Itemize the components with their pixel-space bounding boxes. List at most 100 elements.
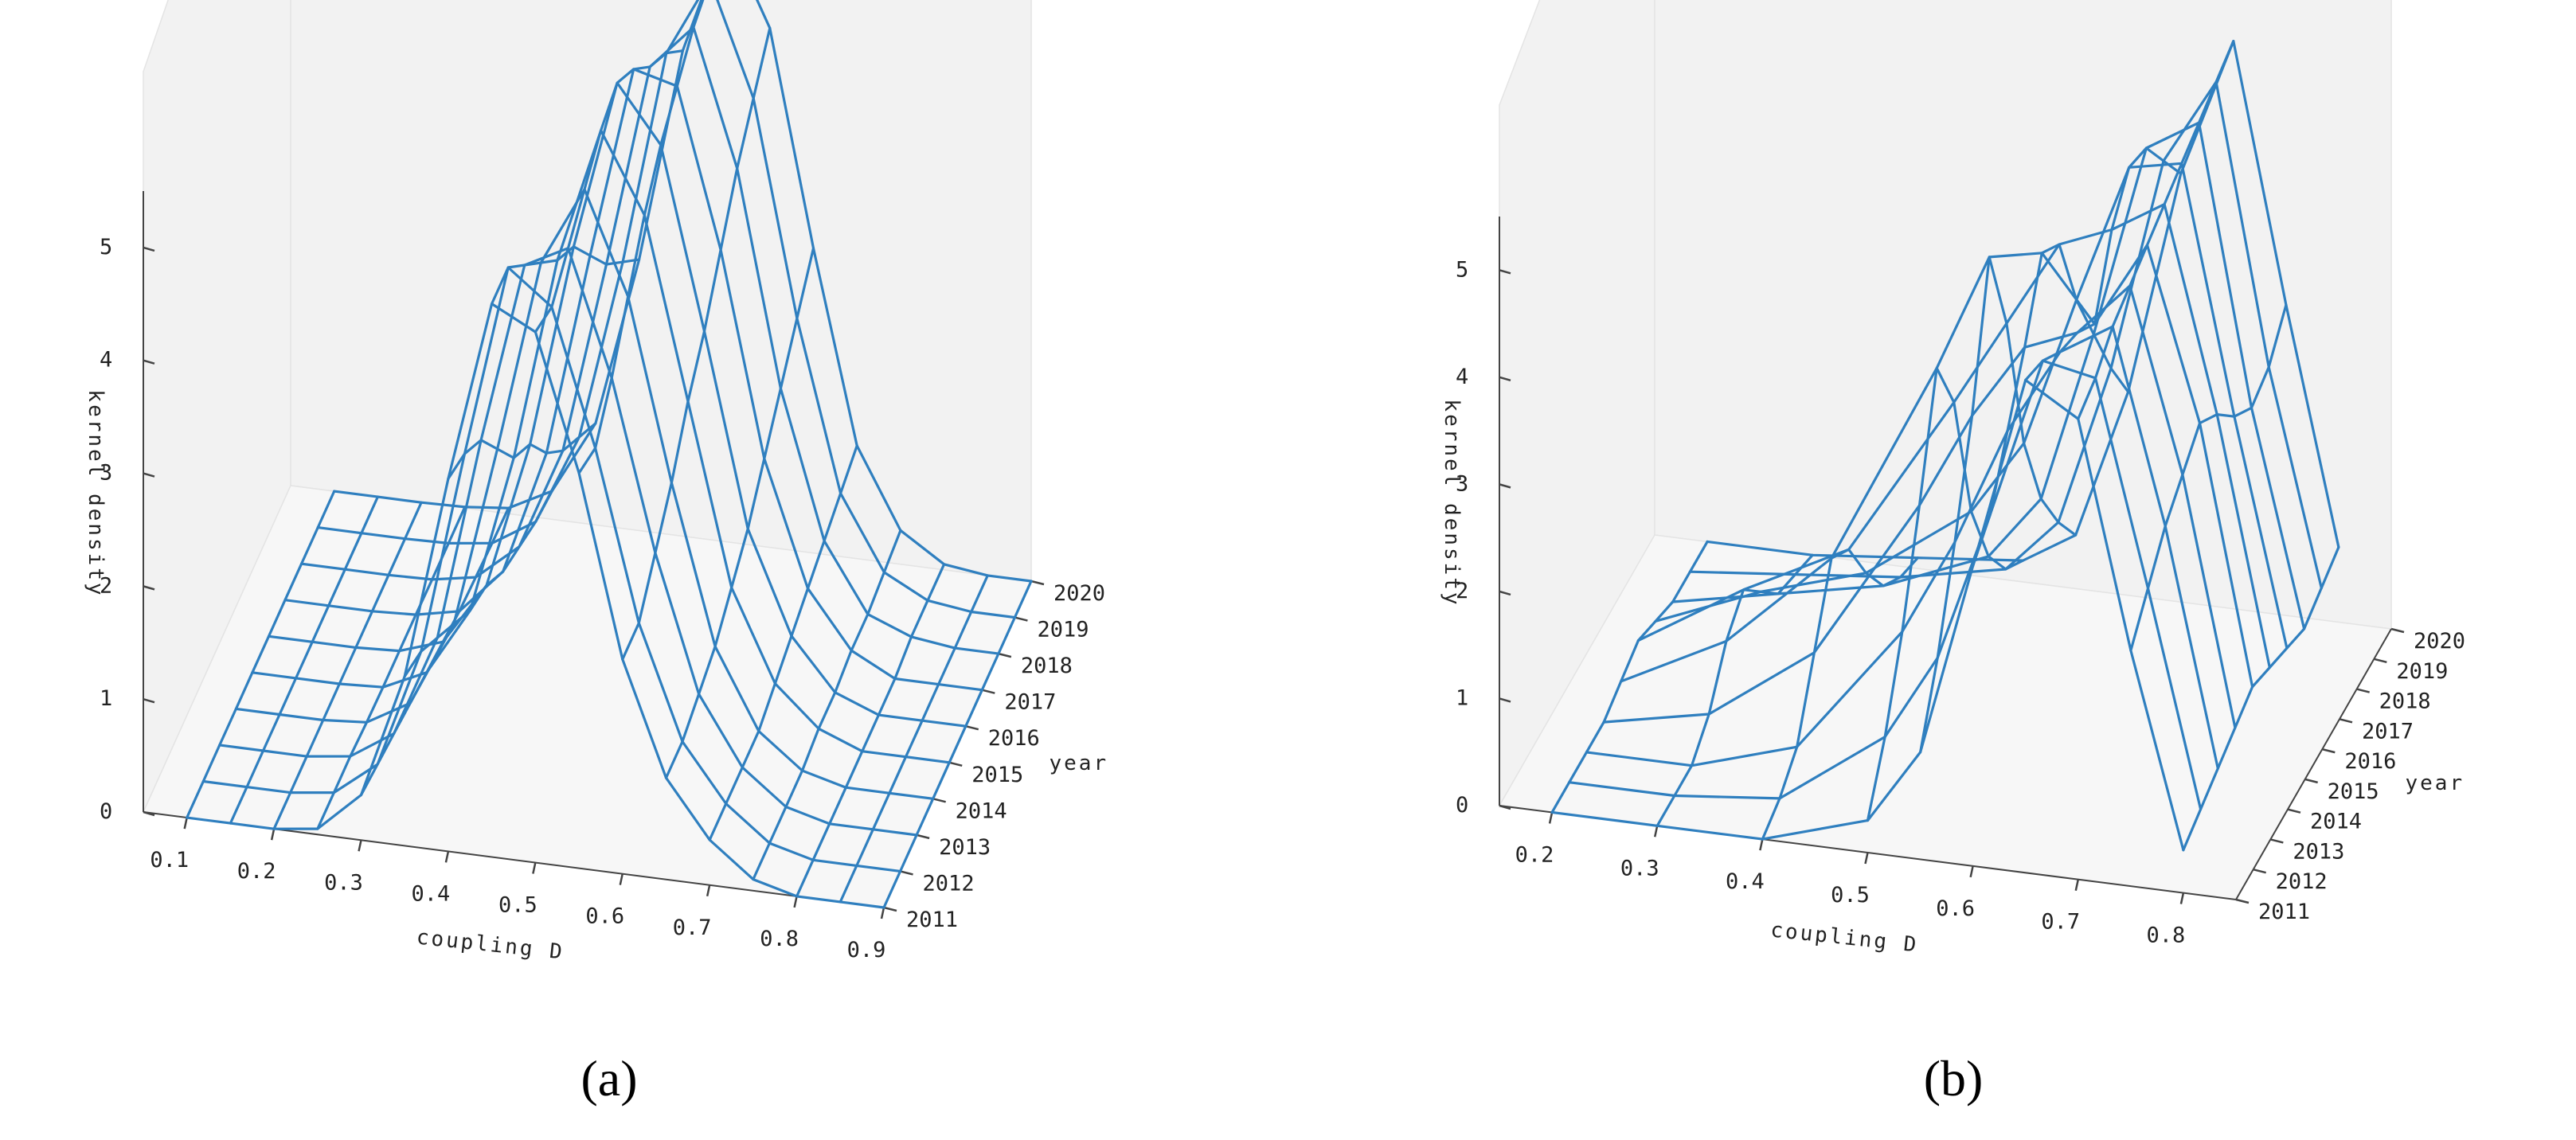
y-tick: [900, 870, 913, 876]
cross-line: [316, 506, 467, 830]
cross-line: [2182, 545, 2340, 852]
y-tick-label: 2020: [1053, 581, 1105, 606]
x-tick-label: 0.9: [847, 938, 886, 962]
x-tick: [1969, 865, 1974, 878]
y-tick-label: 2011: [2258, 900, 2310, 924]
z-tick-label: 0: [1456, 793, 1468, 818]
series-line-2018: [1671, 121, 2306, 631]
z-tick-label: 4: [1456, 365, 1468, 389]
x-tick-label: 0.7: [2041, 910, 2080, 935]
y-tick: [2356, 688, 2370, 693]
z-tick: [1499, 269, 1511, 275]
y-axis: 2011 2012 2013 2014 2015 2016 2017 2018 2019 2020: [2235, 627, 2465, 924]
z-tick: [1499, 697, 1511, 703]
cross-line: [838, 574, 989, 904]
x-tick-label: 0.5: [498, 893, 537, 918]
x-tick: [1864, 852, 1869, 865]
y-axis-title: year: [1050, 752, 1109, 775]
y-tick-label: 2013: [2293, 839, 2344, 864]
cross-line: [186, 490, 336, 819]
z-axis: 0 1 2 3 4 5: [1456, 257, 1511, 818]
cross-line: [2077, 39, 2235, 420]
z-tick-label: 3: [1456, 471, 1468, 496]
caption-b: (b): [1923, 1050, 1984, 1107]
x-tick: [270, 828, 276, 841]
x-tick: [444, 851, 450, 863]
x-tick: [358, 840, 362, 852]
z-tick-label: 2: [100, 573, 112, 598]
y-tick-label: 2016: [988, 726, 1040, 751]
y-tick: [2287, 808, 2301, 814]
z-tick-label: 2: [1456, 579, 1468, 603]
z-tick: [1499, 590, 1511, 596]
cross-line: [577, 0, 705, 474]
x-tick-label: 0.5: [1831, 883, 1870, 908]
x-axis: 0.1 0.2 0.3 0.4 0.5 0.6 0.7 0.8 0.9: [150, 817, 886, 962]
y-tick: [883, 906, 897, 912]
cross-line: [882, 580, 1033, 909]
z-tick-label: 5: [1456, 257, 1468, 282]
z-tick-label: 5: [100, 235, 112, 260]
cross-line: [2129, 303, 2288, 652]
z-tick-label: 1: [1456, 685, 1468, 710]
cross-line: [447, 422, 597, 481]
x-tick-label: 0.4: [1726, 869, 1765, 894]
y-tick: [916, 834, 930, 840]
y-tick-label: 2011: [906, 908, 958, 932]
y-tick-label: 2017: [2362, 719, 2414, 744]
cross-line: [2024, 146, 2183, 381]
cross-line: [272, 501, 423, 830]
y-tick-label: 2019: [2396, 659, 2448, 684]
series-line-2012: [1568, 359, 2203, 811]
y-tick: [2339, 718, 2353, 724]
y-tick: [2374, 658, 2387, 663]
z-tick: [1499, 376, 1511, 382]
x-tick: [619, 873, 623, 885]
y-tick: [2270, 838, 2284, 844]
x-tick: [706, 884, 711, 897]
caption-a: (a): [580, 1050, 638, 1107]
y-tick-label: 2016: [2344, 749, 2396, 774]
x-tick-label: 0.2: [237, 859, 276, 884]
x-axis-title: coupling D: [1769, 918, 1920, 957]
z-tick-label: 3: [100, 461, 112, 486]
cross-line: [1761, 548, 1920, 841]
y-tick-label: 2018: [2379, 689, 2431, 714]
y-tick-label: 2020: [2414, 629, 2465, 654]
y-tick-label: 2017: [1004, 690, 1056, 715]
wireframe: [186, 0, 1033, 909]
x-tick: [793, 896, 798, 908]
chart-panel-a: 0.1 0.2 0.3 0.4 0.5 0.6 0.7 0.8 0.9 coupling D 201…: [84, 0, 1109, 1107]
z-axis: 0 1 2 3 4 5: [100, 235, 155, 824]
cross-line: [1550, 540, 1709, 814]
cross-line: [229, 495, 379, 825]
y-tick-label: 2018: [1021, 654, 1073, 678]
y-tick: [2390, 627, 2405, 634]
x-tick-label: 0.1: [150, 848, 189, 873]
x-tick-label: 0.6: [1936, 896, 1975, 921]
cross-line: [359, 506, 510, 797]
x-tick-label: 0.4: [412, 881, 451, 906]
y-tick-label: 2019: [1037, 618, 1089, 642]
z-tick: [143, 697, 155, 704]
series-line-2017: [1654, 162, 2289, 650]
cross-line: [752, 529, 902, 881]
cross-line: [534, 49, 685, 334]
y-tick: [1030, 580, 1045, 586]
z-tick: [143, 472, 155, 478]
z-tick-label: 0: [100, 799, 112, 824]
x-tick: [1759, 838, 1764, 851]
y-tick-label: 2012: [923, 871, 975, 896]
y-tick: [2304, 778, 2318, 784]
z-tick: [1499, 483, 1511, 489]
x-tick: [1548, 812, 1554, 824]
cross-line: [403, 490, 553, 678]
cross-line: [1655, 553, 1814, 827]
series-line-2020: [1706, 39, 2340, 562]
y-axis-line: [2235, 628, 2392, 900]
y-tick-label: 2015: [2328, 779, 2379, 804]
x-axis-title: coupling D: [416, 925, 566, 964]
x-tick: [1653, 826, 1659, 837]
series-line-2011: [1550, 378, 2185, 852]
